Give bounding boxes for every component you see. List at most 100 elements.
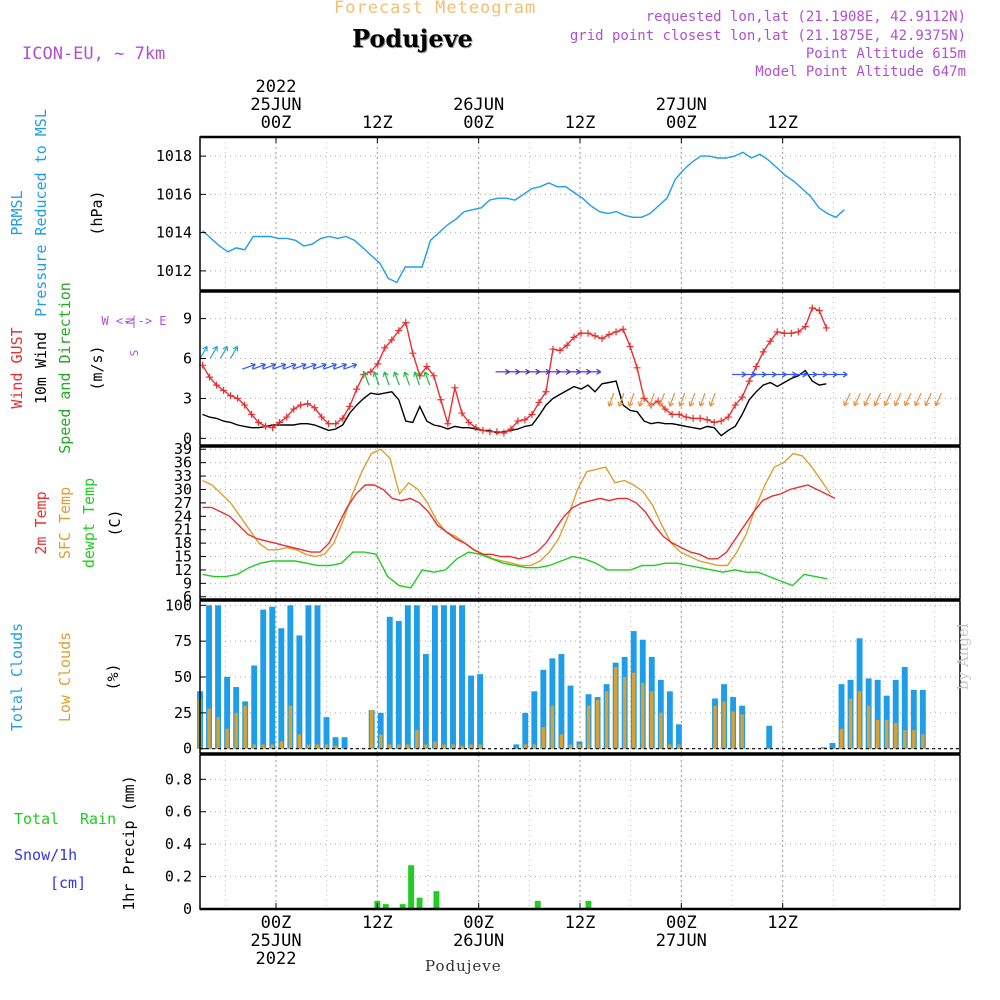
wind-arrow-head xyxy=(617,401,624,407)
low-clouds-bar xyxy=(885,720,889,749)
wind-gust-marker xyxy=(353,385,361,393)
total-clouds-bar xyxy=(675,724,682,749)
wind-arrow-head xyxy=(362,371,369,377)
wind-gust-marker xyxy=(367,368,375,376)
wind-arrow-head xyxy=(607,401,614,407)
wind-gust-marker xyxy=(444,420,452,428)
top-time-label: 27JUN xyxy=(656,95,707,115)
wind-gust-marker xyxy=(724,413,732,421)
y-tick-label: 0 xyxy=(183,740,192,758)
wind-direction-arrow xyxy=(648,392,655,407)
panel-label: 2m Temp xyxy=(32,491,50,554)
total-clouds-bar xyxy=(567,685,574,749)
panel-label: PRMSL xyxy=(8,190,26,235)
wind-gust-marker xyxy=(479,426,487,434)
wind-arrow-head xyxy=(290,362,297,369)
wind-gust-marker xyxy=(297,401,305,409)
wind-gust-marker xyxy=(290,405,298,413)
bottom-time-label: 2022 xyxy=(256,949,297,969)
y-tick-label: 36 xyxy=(174,454,192,472)
low-clouds-bar xyxy=(243,705,247,749)
wind-direction-arrow xyxy=(363,371,370,386)
wind-gust-marker xyxy=(612,328,620,336)
top-time-label: 2022 xyxy=(256,77,297,97)
low-clouds-bar xyxy=(857,691,862,749)
y-tick-label: 27 xyxy=(174,494,192,512)
wind-gust-marker xyxy=(752,363,760,371)
low-clouds-bar xyxy=(866,705,871,749)
panel-label: dewpt Temp xyxy=(80,478,98,568)
wind-gust-marker xyxy=(549,345,557,353)
wind-gust-marker xyxy=(220,386,228,394)
low-clouds-bar xyxy=(252,744,256,749)
wind-gust-marker xyxy=(745,377,753,385)
wind-direction-arrow xyxy=(383,371,390,386)
wind-gust-marker xyxy=(437,396,445,404)
low-clouds-bar xyxy=(388,744,392,749)
y-tick-label: 0.8 xyxy=(165,770,192,788)
panel-label: 10m Wind xyxy=(32,332,50,404)
wind-arrow-head xyxy=(842,371,848,378)
total-clouds-bar xyxy=(901,666,908,749)
wind-direction-arrow xyxy=(312,363,327,370)
panel-label: (m/s) xyxy=(88,345,106,390)
grid-layer xyxy=(200,137,960,910)
pressure-line xyxy=(202,151,845,284)
wind-gust-marker xyxy=(472,424,480,432)
wind-direction-arrow xyxy=(302,363,317,370)
wind-gust-marker xyxy=(269,424,277,432)
y-tick-label: 24 xyxy=(174,507,192,525)
low-clouds-bar xyxy=(297,734,302,749)
y-tick-label: 33 xyxy=(174,467,192,485)
rain-bar xyxy=(408,865,415,909)
y-tick-label: 21 xyxy=(174,521,192,539)
wind-direction-arrow xyxy=(608,392,615,407)
low-clouds-bar xyxy=(478,744,482,749)
wind-gust-marker xyxy=(514,417,522,425)
wind-arrow-head xyxy=(301,362,307,369)
precip-label-snow: Snow/1h xyxy=(14,846,77,864)
low-clouds-bar xyxy=(261,744,265,749)
total-clouds-bar xyxy=(477,674,484,749)
y-tick-label: 1014 xyxy=(156,224,192,242)
wind-gust-marker xyxy=(598,335,606,343)
wind-arrow-head xyxy=(658,401,664,407)
total-clouds-bar xyxy=(838,684,845,749)
wind-gust-marker xyxy=(311,404,319,412)
wind-direction-arrow xyxy=(393,371,400,386)
low-clouds-bar xyxy=(433,741,437,749)
total-clouds-bar xyxy=(215,605,222,749)
wind-gust-marker xyxy=(528,410,536,418)
wind-direction-arrow xyxy=(843,392,851,407)
wind-gust-marker xyxy=(451,384,459,392)
total-clouds-bar xyxy=(910,689,917,749)
low-clouds-bar xyxy=(650,691,654,749)
low-clouds-bar xyxy=(324,744,329,749)
low-clouds-bar xyxy=(279,741,284,749)
wind-direction-arrow xyxy=(272,363,286,370)
y-tick-label: 30 xyxy=(174,480,192,498)
low-clouds-bar xyxy=(577,744,582,749)
y-tick-label: 75 xyxy=(174,632,192,650)
wind-direction-arrow xyxy=(333,363,347,370)
rain-bar xyxy=(399,904,406,909)
low-clouds-bar xyxy=(912,730,916,749)
precip-label-total: Total xyxy=(14,810,59,828)
wind-gust-marker xyxy=(255,418,263,426)
bottom-time-label: 12Z xyxy=(767,913,798,933)
wind-direction-arrow xyxy=(229,346,238,359)
dewpt-temp-line xyxy=(202,551,828,589)
wind-gust-marker xyxy=(304,400,312,408)
total-clouds-bar xyxy=(269,606,276,749)
low-clouds-bar xyxy=(442,744,446,749)
temp-2m-line xyxy=(202,484,836,560)
wind-gust-marker xyxy=(248,410,256,418)
bottom-time-label: 12Z xyxy=(362,913,393,933)
total-clouds-bar xyxy=(296,635,303,749)
total-clouds-bar xyxy=(766,725,773,749)
wind-direction-arrow xyxy=(669,392,676,407)
wind-arrow-head xyxy=(668,401,675,407)
wind-direction-arrow xyxy=(242,363,256,370)
y-tick-label: 1016 xyxy=(156,185,192,203)
